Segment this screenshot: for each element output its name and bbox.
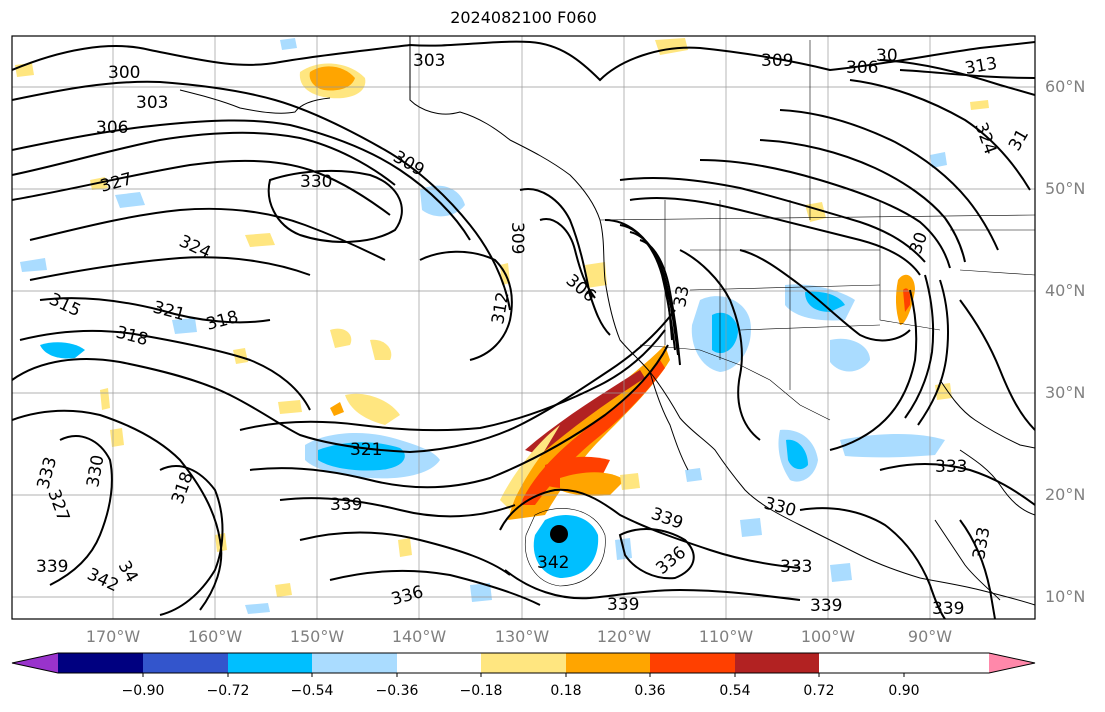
contour-label: 333 bbox=[780, 557, 812, 577]
contour-label: 309 bbox=[507, 222, 527, 254]
colorbar-tick-label: −0.54 bbox=[290, 683, 334, 699]
lat-label-30n: 30°N bbox=[1045, 383, 1086, 402]
contour-label: 306 bbox=[846, 58, 878, 78]
colorbar-segment bbox=[650, 653, 735, 673]
lon-label-150w: 150°W bbox=[289, 627, 345, 646]
lat-label-20n: 20°N bbox=[1045, 485, 1086, 504]
contour-label: 303 bbox=[136, 93, 168, 113]
colorbar-extend-low bbox=[12, 653, 58, 673]
contour-label: 339 bbox=[607, 595, 639, 615]
colorbar-tick-label: −0.36 bbox=[375, 683, 419, 699]
contour-label: 321 bbox=[350, 440, 382, 460]
colorbar-segment bbox=[143, 653, 228, 673]
lon-label-140w: 140°W bbox=[391, 627, 447, 646]
contour-label: 339 bbox=[330, 495, 362, 515]
political-borders bbox=[599, 40, 1035, 421]
colorbar-segment bbox=[58, 653, 143, 673]
contour-label: 339 bbox=[36, 557, 68, 577]
contour-label: 330 bbox=[300, 172, 332, 192]
contour-label: 30 bbox=[876, 46, 898, 66]
lon-label-110w: 110°W bbox=[698, 627, 754, 646]
lat-label-10n: 10°N bbox=[1045, 587, 1086, 606]
colorbar-segment bbox=[397, 653, 481, 673]
lon-label-100w: 100°W bbox=[800, 627, 856, 646]
contour-label: 33 bbox=[670, 284, 693, 309]
contour-label: 303 bbox=[413, 51, 445, 71]
colorbar-tick-label: −0.90 bbox=[121, 683, 165, 699]
colorbar-tick-label: 0.18 bbox=[550, 683, 582, 699]
contour-label: 333 bbox=[935, 457, 967, 477]
lon-label-90w: 90°W bbox=[907, 627, 953, 646]
colorbar bbox=[11, 652, 1036, 677]
colorbar-tick-label: 0.72 bbox=[803, 683, 835, 699]
colorbar-tick-label: 0.36 bbox=[634, 683, 666, 699]
lon-label-160w: 160°W bbox=[187, 627, 243, 646]
lon-label-170w: 170°W bbox=[85, 627, 141, 646]
colorbar-segment bbox=[228, 653, 312, 673]
colorbar-segment bbox=[312, 653, 397, 673]
colorbar-segment bbox=[481, 653, 566, 673]
contour-lines bbox=[12, 40, 1035, 619]
storm-center-marker bbox=[550, 525, 568, 543]
colorbar-tick-label: −0.18 bbox=[459, 683, 503, 699]
lat-label-50n: 50°N bbox=[1045, 179, 1086, 198]
map-title: 2024082100 F060 bbox=[450, 8, 597, 27]
colorbar-extend-high bbox=[989, 653, 1035, 673]
contour-label: 342 bbox=[537, 553, 569, 573]
map-frame bbox=[11, 35, 1036, 620]
colorbar-outline bbox=[11, 652, 1036, 674]
contour-label: 306 bbox=[96, 118, 128, 138]
lat-label-60n: 60°N bbox=[1045, 77, 1086, 96]
colorbar-tick-label: −0.72 bbox=[206, 683, 250, 699]
map-frame-bg bbox=[12, 36, 1035, 619]
contour-label: 339 bbox=[810, 596, 842, 616]
colorbar-tick-label: 0.54 bbox=[719, 683, 751, 699]
colorbar-segment bbox=[735, 653, 819, 673]
contour-label: 300 bbox=[108, 63, 140, 83]
colorbar-segment bbox=[566, 653, 650, 673]
lon-label-120w: 120°W bbox=[596, 627, 652, 646]
contour-label: 309 bbox=[761, 51, 793, 71]
contour-label: 339 bbox=[932, 599, 964, 619]
lat-label-40n: 40°N bbox=[1045, 281, 1086, 300]
colorbar-tick-label: 0.90 bbox=[888, 683, 920, 699]
lon-label-130w: 130°W bbox=[494, 627, 550, 646]
